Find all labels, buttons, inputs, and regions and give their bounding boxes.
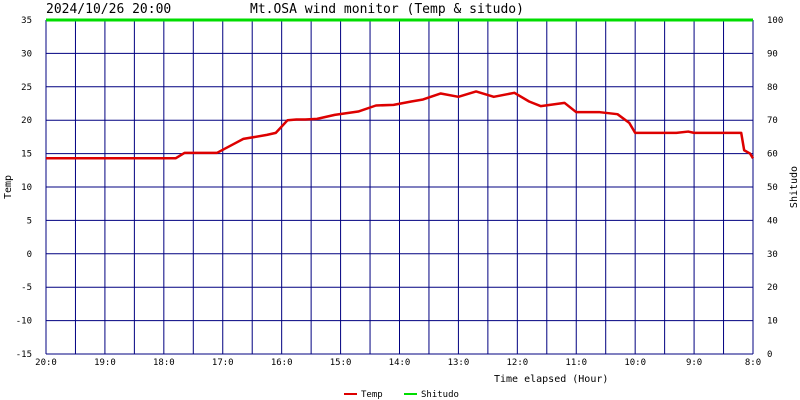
- y-right-tick-label: 70: [767, 116, 778, 126]
- x-tick-label: 17:0: [212, 358, 234, 368]
- x-tick-label: 13:0: [448, 358, 470, 368]
- y-right-tick-label: 50: [767, 183, 778, 193]
- chart-title: Mt.OSA wind monitor (Temp & situdo): [250, 2, 524, 17]
- y-left-tick-label: 5: [27, 216, 32, 226]
- x-tick-label: 12:0: [506, 358, 528, 368]
- y-right-tick-label: 90: [767, 49, 778, 59]
- y-right-tick-label: 60: [767, 150, 778, 160]
- x-axis-ticks: 20:0 19:0 18:0 17:0 16:0 15:0 14:0 13:0 12:0 11:0…: [35, 358, 761, 368]
- y-left-tick-label: -10: [16, 317, 32, 327]
- y-right-tick-label: 100: [767, 16, 783, 26]
- x-tick-label: 16:0: [271, 358, 293, 368]
- y-axis-right-label: Shitudo: [789, 166, 800, 208]
- series-line-temp: [46, 90, 755, 160]
- y-left-tick-label: 20: [21, 116, 32, 126]
- x-axis-label: Time elapsed (Hour): [494, 374, 608, 385]
- y-right-tick-label: 40: [767, 216, 778, 226]
- y-left-tick-label: 0: [27, 250, 32, 260]
- x-tick-label: 10:0: [624, 358, 646, 368]
- series-group: [46, 18, 755, 160]
- y-right-tick-label: 80: [767, 83, 778, 93]
- y-left-tick-label: 30: [21, 49, 32, 59]
- x-tick-label: 9:0: [686, 358, 702, 368]
- y-left-tick-label: 15: [21, 150, 32, 160]
- header-timestamp: 2024/10/26 20:00: [46, 2, 171, 17]
- x-tick-label: 20:0: [35, 358, 57, 368]
- y-left-tick-label: 25: [21, 83, 32, 93]
- y-right-tick-label: 20: [767, 283, 778, 293]
- y-left-tick-label: -5: [21, 283, 32, 293]
- y-left-tick-label: 10: [21, 183, 32, 193]
- y-right-tick-label: 30: [767, 250, 778, 260]
- legend: Temp Shitudo: [344, 390, 459, 400]
- y-axis-left-label: Temp: [3, 175, 14, 199]
- x-tick-label: 11:0: [565, 358, 587, 368]
- y-axis-left-ticks: 35 30 25 20 15 10 5 0 -5 -10 -15: [16, 16, 32, 360]
- legend-label: Shitudo: [421, 390, 459, 400]
- x-tick-label: 15:0: [330, 358, 352, 368]
- y-right-tick-label: 10: [767, 317, 778, 327]
- legend-label: Temp: [361, 390, 383, 400]
- grid-lines: [45, 19, 754, 355]
- x-tick-label: 8:0: [745, 358, 761, 368]
- x-tick-label: 19:0: [94, 358, 116, 368]
- y-left-tick-label: -15: [16, 350, 32, 360]
- x-tick-label: 14:0: [389, 358, 411, 368]
- y-right-tick-label: 0: [767, 350, 772, 360]
- x-tick-label: 18:0: [153, 358, 175, 368]
- y-left-tick-label: 35: [21, 16, 32, 26]
